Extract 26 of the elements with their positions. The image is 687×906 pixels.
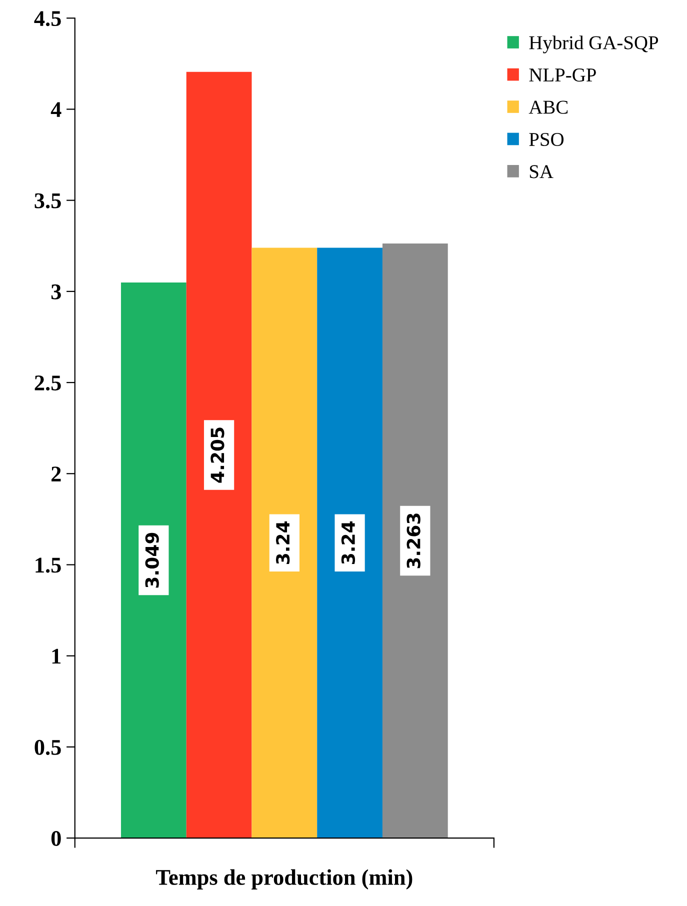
y-tick-label: 4 bbox=[50, 102, 62, 117]
y-tick-label: 0 bbox=[51, 830, 61, 846]
y-tick-label: 1 bbox=[52, 648, 61, 664]
data-label: 3.24 bbox=[276, 521, 290, 564]
y-tick-label: 0.5 bbox=[34, 740, 61, 755]
legend-label: SA bbox=[530, 165, 554, 178]
legend-label: PSO bbox=[529, 132, 564, 146]
data-label: 4.205 bbox=[210, 428, 224, 483]
bar bbox=[120, 282, 186, 838]
data-label: 3.263 bbox=[406, 514, 420, 568]
y-tick-label: 3.5 bbox=[34, 193, 61, 208]
bar bbox=[382, 244, 448, 838]
legend-label: ABC bbox=[528, 100, 568, 114]
data-label: 3.049 bbox=[145, 532, 159, 588]
legend-label: NLP-GP bbox=[529, 68, 596, 82]
bar bbox=[317, 248, 382, 838]
y-tick-label: 2 bbox=[52, 466, 61, 482]
bar bbox=[252, 248, 318, 838]
bar bbox=[186, 72, 252, 838]
data-label: 3.24 bbox=[341, 521, 356, 564]
y-tick-label: 4.5 bbox=[34, 11, 61, 26]
legend-label: Hybrid GA-SQP bbox=[529, 36, 658, 54]
y-tick-label: 3 bbox=[51, 284, 61, 300]
y-tick-label: 1.5 bbox=[36, 558, 61, 573]
x-axis-title: Temps de production (min) bbox=[156, 869, 412, 890]
y-tick-label: 2.5 bbox=[34, 376, 61, 391]
